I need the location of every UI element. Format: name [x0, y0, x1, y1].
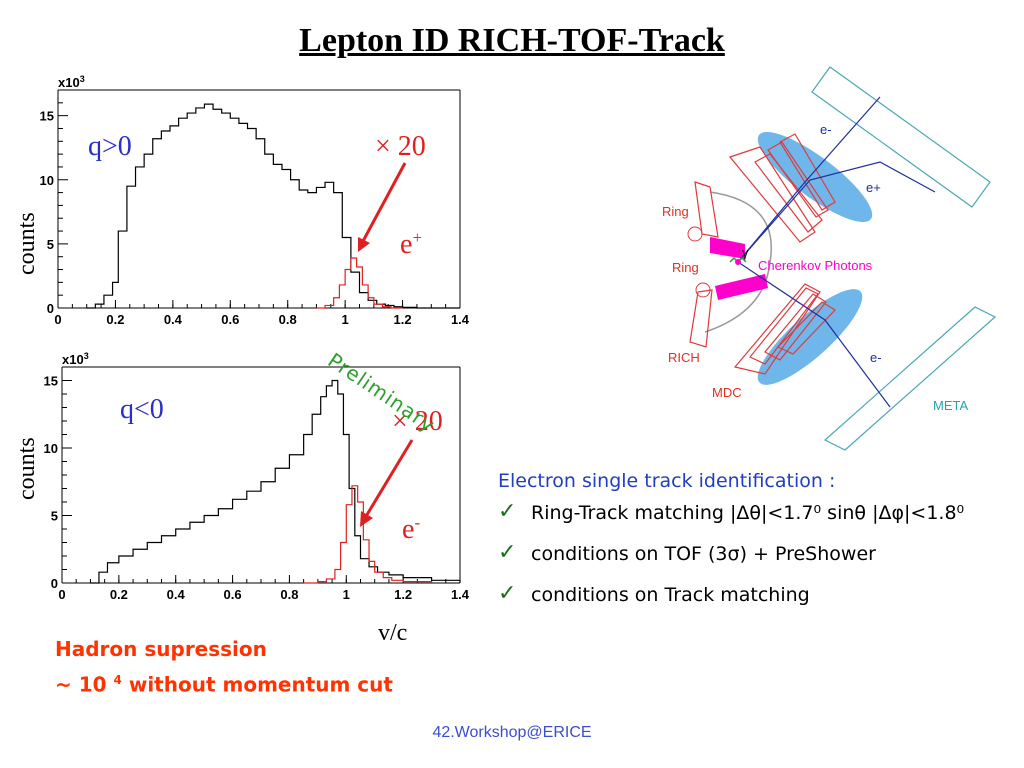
ring-circle-bottom	[695, 282, 711, 298]
y-axis-label-top: counts	[14, 212, 40, 275]
x-tick-label: 1	[343, 587, 350, 602]
label-e-minus-top: e-	[820, 122, 832, 137]
label-e-plus: e+	[866, 180, 881, 195]
histogram-bottom: 0 0.2 0.4 0.6 0.8 1 1.2 1.4 0 5 10 15 x103 counts q…	[14, 351, 470, 603]
x-tick-label: 1.4	[451, 312, 470, 327]
label-gamma: γ	[742, 245, 749, 260]
label-cherenkov: Cherenkov Photons	[758, 258, 873, 273]
x-tick-label: 0.2	[110, 587, 128, 602]
x-tick-label: 1.2	[394, 312, 412, 327]
y-tick-label: 0	[51, 576, 58, 591]
x-tick-label: 0.4	[167, 587, 186, 602]
cherenkov-band-top	[710, 237, 745, 259]
rich-mirror	[704, 191, 772, 333]
arrow-top	[358, 162, 407, 252]
scale-annotation-top: × 20	[375, 131, 426, 162]
ticks-bottom: 0 0.2 0.4 0.6 0.8 1 1.2 1.4 0 5 10 15	[44, 374, 470, 603]
condition-text: conditions on TOF (3σ) + PreShower	[531, 543, 876, 565]
electron-histogram-line-bottom	[303, 485, 433, 584]
y-tick-label: 10	[44, 441, 58, 456]
label-meta: META	[933, 398, 968, 413]
condition-text: conditions on Track matching	[531, 584, 810, 606]
detector-diagram: Ring Ring RICH MDC META e- e+ e- γ Chere…	[662, 66, 997, 451]
x-tick-label: 0	[58, 587, 65, 602]
checkmark-icon: ✓	[498, 540, 517, 565]
charge-annotation-top: q>0	[88, 131, 132, 162]
label-mdc: MDC	[712, 385, 742, 400]
rich-detector	[689, 181, 719, 348]
mdc-bottom	[733, 283, 836, 375]
series-bottom	[90, 379, 461, 584]
y-axis-label-bottom: counts	[14, 437, 40, 500]
particle-annotation-bottom: e-	[402, 513, 420, 545]
arrow-bottom	[360, 439, 414, 527]
scale-annotation-bottom: × 20	[392, 406, 443, 437]
y-tick-label: 10	[40, 173, 54, 188]
checkmark-icon: ✓	[498, 581, 517, 606]
footer-text: 42.Workshop@ERICE	[432, 724, 592, 741]
mdc-top	[728, 133, 836, 243]
y-multiplier-bottom: x103	[62, 351, 89, 367]
condition-text: Ring-Track matching |Δθ|<1.7⁰ sinθ |Δφ|<…	[531, 502, 965, 524]
y-tick-label: 5	[51, 509, 58, 524]
charge-annotation-bottom: q<0	[120, 394, 164, 425]
electron-heading: Electron single track identification :	[498, 470, 836, 492]
y-multiplier-top: x103	[58, 74, 85, 90]
x-tick-label: 0	[54, 312, 61, 327]
series-top	[86, 103, 460, 309]
hadron-line-1: Hadron supression	[55, 637, 267, 661]
x-tick-label: 1.4	[451, 587, 470, 602]
label-ring-top: Ring	[662, 204, 689, 219]
histogram-top: 0 0.2 0.4 0.6 0.8 1 1.2 1.4 0 5 10 15 x103 counts q…	[14, 74, 470, 327]
y-tick-label: 5	[47, 237, 54, 252]
meta-top-bar	[811, 66, 991, 208]
checkmark-icon: ✓	[498, 499, 517, 524]
condition-item: ✓ conditions on TOF (3σ) + PreShower	[498, 540, 998, 568]
x-tick-label: 0.6	[224, 587, 242, 602]
cherenkov-band-bottom	[715, 274, 768, 300]
tof-ellipse-top	[757, 131, 873, 223]
x-axis-label: v/c	[378, 620, 408, 646]
ticks-top: 0 0.2 0.4 0.6 0.8 1 1.2 1.4 0 5 10 15	[40, 102, 470, 327]
hadron-line-2: ~ 10 4 without momentum cut	[55, 672, 393, 697]
hadron-suppression-note: Hadron supression ~ 10 4 without momentu…	[55, 634, 393, 701]
electron-id-conditions: Electron single track identification : ✓…	[498, 470, 998, 623]
y-tick-label: 15	[40, 109, 54, 124]
page-title: Lepton ID RICH-TOF-Track	[299, 22, 725, 59]
hadron-histogram-line-bottom	[90, 379, 461, 584]
particle-tracks	[737, 96, 936, 408]
particle-annotation-top: e+	[400, 228, 422, 260]
label-ring-bottom: Ring	[672, 260, 699, 275]
meta-bottom-bar	[823, 306, 997, 451]
condition-item: ✓ Ring-Track matching |Δθ|<1.7⁰ sinθ |Δφ…	[498, 499, 998, 527]
y-tick-label: 0	[47, 301, 54, 316]
ring-circle-top	[687, 226, 703, 242]
label-rich: RICH	[668, 350, 700, 365]
x-tick-label: 0.8	[279, 312, 297, 327]
condition-item: ✓ conditions on Track matching	[498, 581, 998, 609]
x-tick-label: 0.4	[164, 312, 183, 327]
x-tick-label: 1.2	[394, 587, 412, 602]
x-tick-label: 0.2	[106, 312, 124, 327]
y-tick-label: 15	[44, 374, 58, 389]
x-tick-label: 0.6	[221, 312, 239, 327]
vertex-dot	[735, 259, 741, 265]
x-tick-label: 1	[342, 312, 349, 327]
electron-histogram-line-top	[316, 257, 403, 309]
label-e-minus-bottom: e-	[870, 350, 882, 365]
x-tick-label: 0.8	[280, 587, 298, 602]
